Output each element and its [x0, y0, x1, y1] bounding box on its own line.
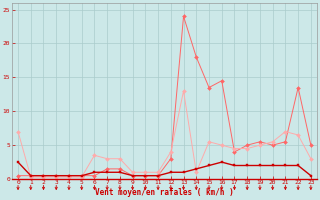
- X-axis label: Vent moyen/en rafales ( km/h ): Vent moyen/en rafales ( km/h ): [95, 188, 234, 197]
